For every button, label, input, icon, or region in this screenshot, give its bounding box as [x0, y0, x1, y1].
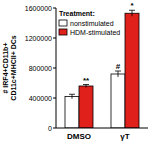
y-axis [56, 8, 57, 128]
y-axis-label: CD11c+MHCII+ DCs [10, 35, 17, 100]
error-bar [83, 85, 89, 88]
bar [79, 86, 93, 128]
error-bar [69, 94, 75, 99]
error-bar [115, 71, 121, 77]
annotation: ** [83, 76, 90, 85]
y-tick-label: 400000 [29, 95, 52, 102]
legend-label: HDM-stimulated [70, 29, 120, 36]
y-tick-label: 0 [48, 125, 52, 132]
bar [111, 74, 125, 128]
chart: 0 400000 800000 1200000 1600000 # IRF4+CD11b+… [0, 0, 150, 159]
legend-swatch [59, 29, 67, 35]
bars [65, 10, 139, 128]
annotation: # [116, 62, 121, 71]
y-tick-label: 1600000 [25, 5, 52, 12]
x-tick-label: γT [120, 132, 129, 141]
annotation: * [130, 1, 134, 10]
x-tick-label: DMSO [67, 132, 91, 141]
legend-label: nonstimulated [70, 20, 114, 27]
x-axis [56, 128, 148, 129]
error-bar [129, 10, 135, 16]
y-axis-label: # IRF4+CD11b+ [2, 43, 9, 94]
bar [125, 13, 139, 128]
y-tick-label: 1200000 [25, 35, 52, 42]
y-tick-label: 800000 [29, 65, 52, 72]
legend-title: Treatment: [59, 10, 95, 17]
legend-swatch [59, 20, 67, 26]
bar [65, 97, 79, 129]
